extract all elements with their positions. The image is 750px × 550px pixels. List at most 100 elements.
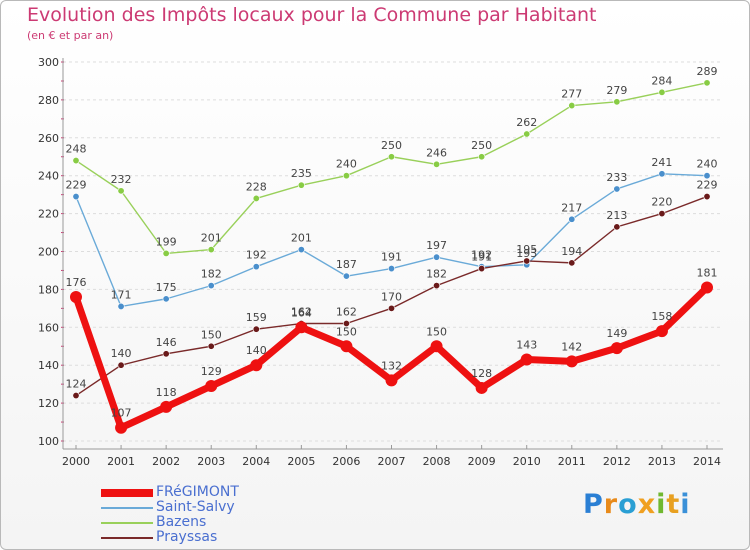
data-label: 140 xyxy=(111,347,132,360)
x-tick-label: 2012 xyxy=(603,455,631,468)
data-point xyxy=(250,359,263,372)
x-tick-label: 2002 xyxy=(152,455,180,468)
proxiti-logo: Proxiti xyxy=(583,489,691,520)
data-label: 193 xyxy=(516,247,537,260)
data-label: 284 xyxy=(651,74,672,87)
data-label: 150 xyxy=(336,325,357,338)
legend-label: Bazens xyxy=(156,514,207,530)
data-label: 250 xyxy=(471,139,492,152)
logo-letter: t xyxy=(666,489,681,520)
data-label: 220 xyxy=(651,196,672,209)
data-label: 175 xyxy=(156,281,177,294)
data-point xyxy=(613,98,621,106)
y-tick-label: 200 xyxy=(38,246,59,259)
data-label: 201 xyxy=(201,232,222,245)
logo-letter: r xyxy=(603,489,619,520)
chart-subtitle: (en € et par an) xyxy=(27,29,114,42)
data-point xyxy=(701,281,713,294)
data-point xyxy=(295,321,308,334)
logo-letter: x xyxy=(637,489,657,520)
y-tick-label: 280 xyxy=(38,94,59,107)
data-point xyxy=(252,263,260,271)
data-point xyxy=(658,210,666,218)
legend-label: Prayssas xyxy=(156,529,218,545)
data-point xyxy=(252,194,260,202)
data-point xyxy=(117,302,125,310)
y-tick-label: 300 xyxy=(38,56,59,69)
legend: FRéGIMONT Saint-Salvy Bazens Prayssas xyxy=(101,484,341,545)
x-tick-label: 2008 xyxy=(423,455,451,468)
data-point xyxy=(162,249,170,257)
data-label: 143 xyxy=(516,339,537,352)
data-label: 132 xyxy=(381,359,402,372)
data-label: 129 xyxy=(201,365,222,378)
data-point xyxy=(568,215,576,223)
series-line-bazens xyxy=(75,82,708,255)
data-point xyxy=(72,392,80,400)
data-label: 191 xyxy=(381,251,402,264)
data-point xyxy=(207,342,215,350)
data-label: 140 xyxy=(246,344,267,357)
data-label: 279 xyxy=(606,84,627,97)
data-label: 240 xyxy=(697,158,718,171)
data-label: 228 xyxy=(246,180,267,193)
data-label: 150 xyxy=(201,328,222,341)
data-point xyxy=(72,193,80,201)
data-label: 128 xyxy=(471,367,492,380)
data-point xyxy=(252,325,260,333)
x-tick-label: 2009 xyxy=(468,455,496,468)
x-tick-label: 2010 xyxy=(513,455,541,468)
data-label: 248 xyxy=(66,143,87,156)
data-point xyxy=(387,304,395,312)
x-tick-label: 2001 xyxy=(107,455,135,468)
data-point xyxy=(478,265,486,273)
data-label: 176 xyxy=(66,276,87,289)
data-label: 262 xyxy=(516,116,537,129)
data-point xyxy=(430,340,443,353)
data-point xyxy=(565,355,578,368)
data-point xyxy=(160,400,173,413)
data-label: 107 xyxy=(111,407,132,420)
data-label: 124 xyxy=(66,378,87,391)
y-tick-label: 140 xyxy=(38,359,59,372)
data-point xyxy=(72,157,80,165)
data-point xyxy=(205,380,218,393)
x-tick-label: 2005 xyxy=(287,455,315,468)
data-point xyxy=(297,246,305,254)
x-tick-label: 2011 xyxy=(558,455,586,468)
data-label: 195 xyxy=(516,243,537,256)
data-label: 146 xyxy=(156,336,177,349)
data-label: 246 xyxy=(426,146,447,159)
data-label: 150 xyxy=(426,325,447,338)
data-label: 229 xyxy=(697,179,718,192)
data-point xyxy=(297,181,305,189)
data-point xyxy=(340,340,353,353)
legend-swatch xyxy=(101,507,153,509)
y-tick-label: 120 xyxy=(38,397,59,410)
data-label: 187 xyxy=(336,258,357,271)
data-point xyxy=(655,325,668,338)
data-label: 289 xyxy=(697,65,718,78)
data-point xyxy=(207,282,215,290)
y-tick-label: 180 xyxy=(38,283,59,296)
data-point xyxy=(342,172,350,180)
data-label: 191 xyxy=(471,251,492,264)
data-label: 149 xyxy=(606,327,627,340)
data-label: 181 xyxy=(697,267,718,280)
data-point xyxy=(70,290,82,303)
data-point xyxy=(523,130,531,138)
data-label: 158 xyxy=(651,310,672,323)
y-tick-label: 160 xyxy=(38,321,59,334)
data-label: 194 xyxy=(561,245,582,258)
logo-letter: o xyxy=(618,489,638,520)
data-label: 159 xyxy=(246,311,267,324)
data-point xyxy=(610,342,623,355)
data-label: 192 xyxy=(471,249,492,262)
data-point xyxy=(703,79,711,87)
data-point xyxy=(117,187,125,195)
data-label: 241 xyxy=(651,156,672,169)
data-label: 201 xyxy=(291,232,312,245)
data-label: 213 xyxy=(606,209,627,222)
